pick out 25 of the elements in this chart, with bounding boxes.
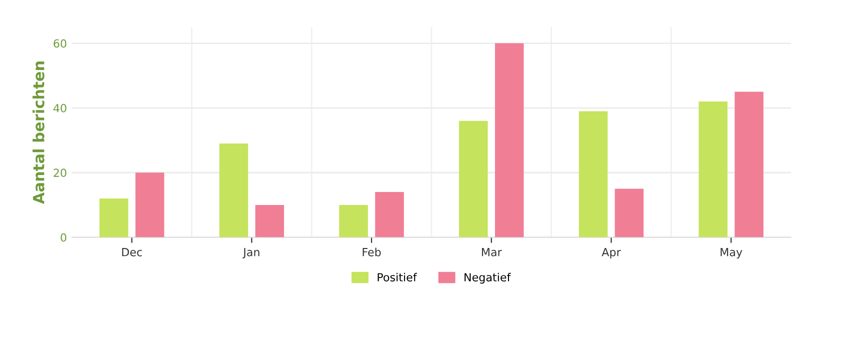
x-tick-label: Mar — [482, 248, 502, 256]
bar — [459, 120, 488, 238]
legend-label: Negatief — [464, 272, 511, 284]
bar — [99, 198, 128, 238]
bar — [255, 204, 284, 238]
bar — [135, 172, 164, 238]
bar — [375, 192, 404, 238]
y-tick-label: 0 — [60, 233, 66, 242]
y-tick-label: 40 — [53, 104, 66, 112]
bar — [614, 188, 644, 238]
bar — [494, 43, 524, 238]
y-tick-label: 60 — [54, 39, 66, 48]
y-tick-label: 20 — [54, 168, 66, 178]
y-axis-title: Aantal berichten — [32, 62, 44, 204]
x-tick-label: Feb — [362, 248, 381, 256]
x-tick-label: Apr — [602, 248, 621, 258]
bar — [578, 111, 608, 238]
x-tick-label: Dec — [122, 248, 142, 256]
legend-label: Positief — [378, 272, 418, 282]
bar — [219, 144, 248, 238]
bar — [339, 204, 368, 238]
bar — [698, 101, 728, 238]
x-tick-label: May — [720, 248, 742, 258]
x-tick-label: Jan — [242, 248, 260, 258]
bar — [734, 92, 764, 238]
